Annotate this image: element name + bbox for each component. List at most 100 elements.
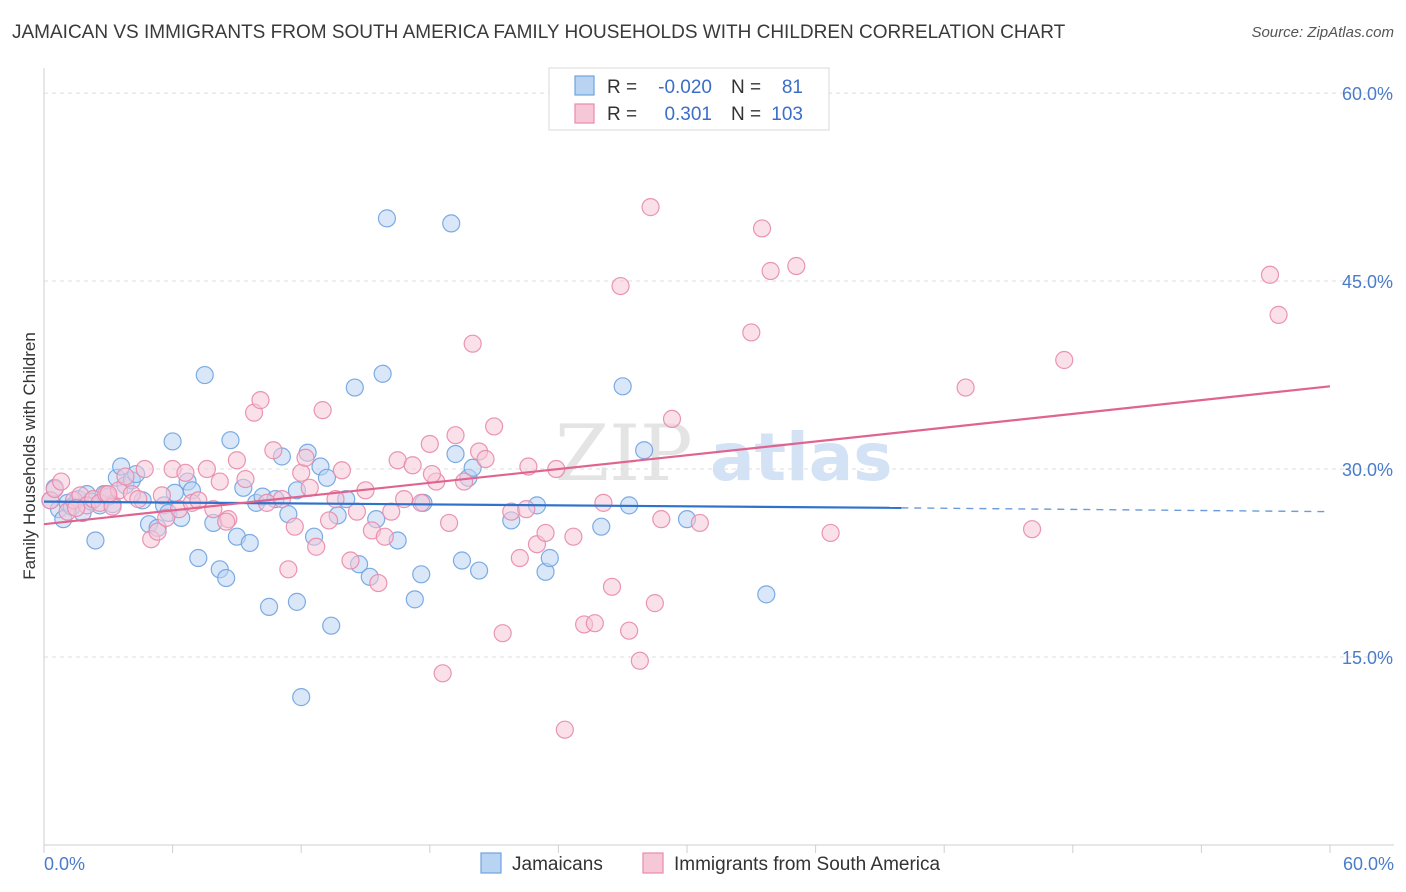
immigrants-point bbox=[439, 513, 459, 533]
series-immigrants-points bbox=[41, 198, 1288, 739]
immigrants-point bbox=[1055, 350, 1074, 370]
immigrants-point bbox=[347, 502, 367, 521]
immigrants-point bbox=[602, 577, 622, 596]
jamaicans-point bbox=[163, 432, 182, 451]
jamaicans-point bbox=[86, 531, 105, 550]
watermark-atlas: atlas bbox=[710, 419, 893, 496]
immigrants-point bbox=[662, 409, 682, 429]
immigrants-point bbox=[251, 391, 270, 410]
jamaicans-point bbox=[613, 377, 632, 396]
bottom-legend-swatch-immigrants bbox=[642, 852, 664, 874]
immigrants-point bbox=[129, 490, 148, 509]
chart-source: Source: ZipAtlas.com bbox=[1251, 24, 1394, 41]
immigrants-point bbox=[296, 448, 315, 467]
immigrants-point bbox=[116, 467, 135, 486]
immigrants-point bbox=[99, 484, 118, 504]
immigrants-point bbox=[1022, 520, 1042, 539]
immigrants-point bbox=[189, 491, 208, 510]
bottom-legend-swatch-jamaicans bbox=[480, 852, 502, 874]
immigrants-point bbox=[157, 508, 176, 528]
immigrants-point bbox=[641, 198, 660, 217]
immigrants-point bbox=[761, 261, 780, 281]
jamaicans-point bbox=[317, 468, 337, 487]
immigrants-point bbox=[227, 451, 246, 470]
axes bbox=[43, 68, 1394, 846]
immigrants-point bbox=[536, 523, 555, 543]
top-legend-n-label-2: N = bbox=[731, 104, 761, 125]
top-legend-n-value-1: 81 bbox=[782, 77, 803, 98]
immigrants-point bbox=[332, 461, 352, 480]
immigrants-point bbox=[307, 537, 326, 556]
jamaicans-point bbox=[377, 209, 397, 228]
immigrants-point bbox=[176, 463, 195, 482]
immigrants-point bbox=[369, 573, 388, 593]
jamaicans-point bbox=[463, 458, 482, 477]
immigrants-point bbox=[787, 256, 806, 276]
jamaicans-point bbox=[757, 585, 776, 604]
watermark: ZIP atlas bbox=[555, 409, 893, 499]
jamaicans-point bbox=[469, 561, 489, 580]
immigrants-point bbox=[236, 469, 255, 489]
bottom-legend-label-immigrants: Immigrants from South America bbox=[674, 854, 941, 875]
immigrants-point bbox=[264, 441, 283, 460]
immigrants-point bbox=[630, 651, 649, 670]
jamaicans-point bbox=[452, 551, 472, 570]
jamaicans-point bbox=[287, 592, 307, 611]
y-tick-label: 60.0% bbox=[1342, 84, 1393, 104]
jamaicans-point bbox=[221, 431, 240, 450]
immigrants-point bbox=[341, 551, 360, 570]
top-legend: R = -0.020 N = 81 R = 0.301 N = 103 bbox=[548, 67, 830, 131]
jamaicans-point bbox=[189, 548, 208, 568]
top-legend-swatch-jamaicans bbox=[574, 75, 595, 96]
immigrants-point bbox=[285, 517, 304, 536]
immigrants-point bbox=[292, 463, 311, 482]
immigrants-point bbox=[645, 594, 664, 613]
immigrants-point bbox=[485, 417, 504, 436]
immigrants-point bbox=[493, 624, 512, 643]
y-tick-label: 45.0% bbox=[1342, 272, 1393, 292]
immigrants-point bbox=[433, 664, 452, 683]
immigrants-point bbox=[463, 334, 482, 353]
immigrants-point bbox=[422, 464, 442, 484]
jamaicans-point bbox=[322, 616, 341, 635]
jamaicans-point bbox=[412, 565, 431, 584]
top-legend-r-label-2: R = bbox=[607, 104, 637, 125]
trend-line-immigrants bbox=[43, 385, 1331, 526]
immigrants-point bbox=[319, 511, 339, 530]
immigrants-point bbox=[510, 548, 529, 568]
jamaicans-point bbox=[345, 378, 364, 397]
top-legend-r-value-2: 0.301 bbox=[664, 104, 712, 125]
immigrants-point bbox=[197, 459, 216, 479]
immigrants-point bbox=[148, 522, 167, 541]
jamaicans-point bbox=[292, 688, 311, 707]
immigrants-point bbox=[313, 401, 332, 420]
immigrants-point bbox=[446, 426, 465, 445]
top-legend-n-value-2: 103 bbox=[771, 104, 803, 125]
immigrants-point bbox=[620, 621, 639, 640]
jamaicans-point bbox=[442, 214, 461, 233]
trend-line-jamaicans bbox=[43, 500, 902, 509]
immigrants-point bbox=[375, 527, 394, 546]
y-tick-label: 30.0% bbox=[1342, 460, 1393, 480]
immigrants-point bbox=[594, 493, 613, 512]
immigrants-point bbox=[690, 513, 709, 533]
jamaicans-point bbox=[405, 590, 424, 609]
immigrants-point bbox=[420, 434, 439, 454]
top-legend-n-label-1: N = bbox=[731, 77, 761, 98]
jamaicans-point bbox=[446, 444, 465, 464]
jamaicans-point bbox=[635, 441, 654, 460]
bottom-legend: Jamaicans Immigrants from South America bbox=[480, 852, 941, 875]
jamaicans-point bbox=[592, 517, 611, 536]
immigrants-point bbox=[403, 456, 422, 475]
trend-lines bbox=[43, 385, 1331, 526]
top-legend-swatch-immigrants bbox=[574, 103, 595, 124]
y-tick-label: 15.0% bbox=[1342, 648, 1393, 668]
immigrants-point bbox=[742, 323, 761, 342]
immigrants-point bbox=[652, 510, 671, 529]
x-tick-label-min: 0.0% bbox=[44, 854, 85, 874]
grid bbox=[44, 92, 1394, 658]
immigrants-point bbox=[517, 500, 536, 519]
bottom-legend-label-jamaicans: Jamaicans bbox=[512, 854, 603, 875]
immigrants-point bbox=[279, 560, 298, 579]
